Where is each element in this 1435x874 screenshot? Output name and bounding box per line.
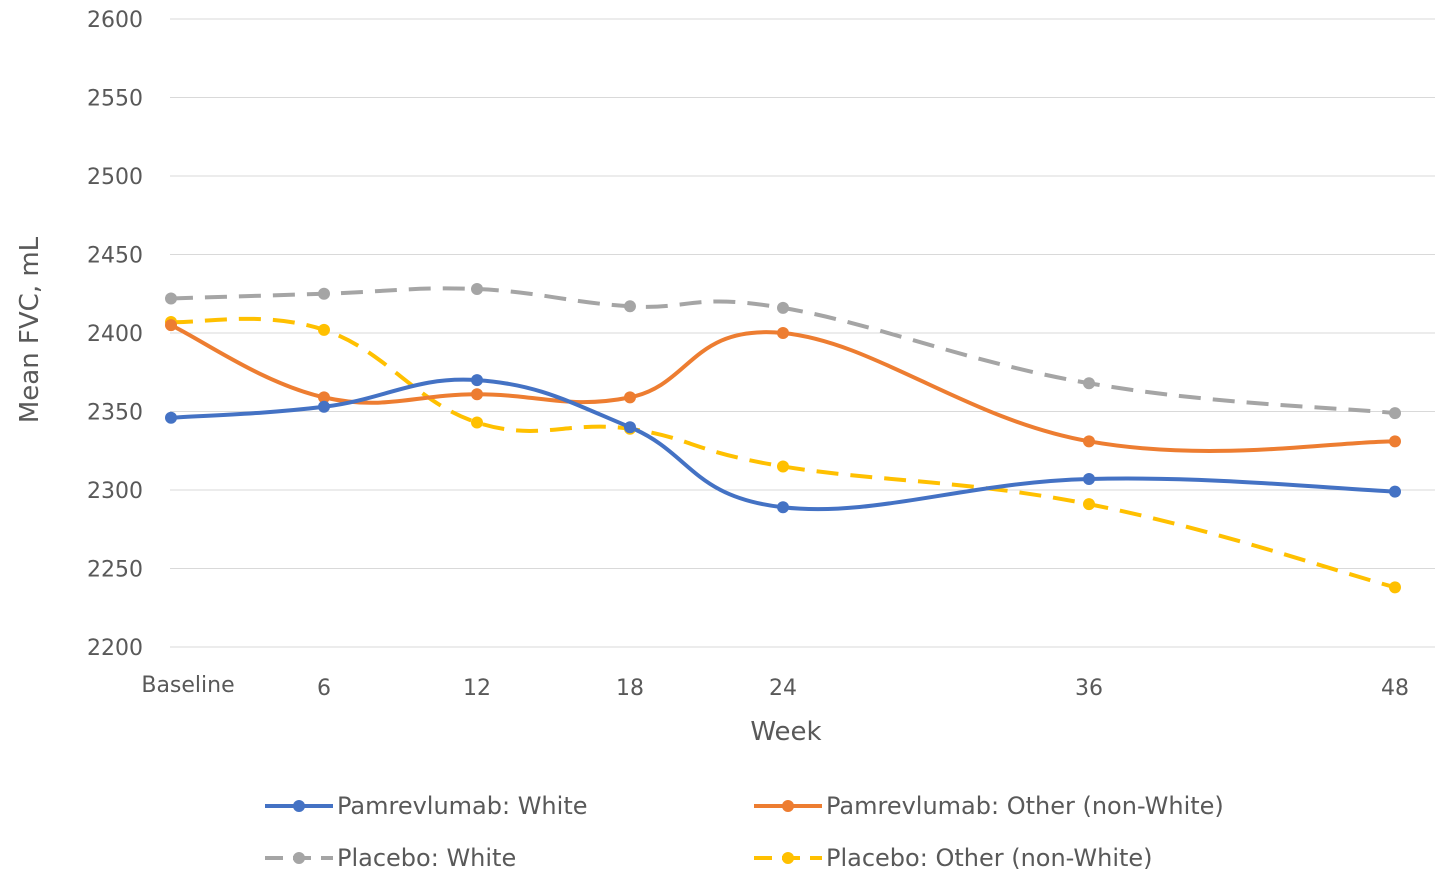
y-tick-label: 2550 xyxy=(87,87,143,112)
data-point xyxy=(777,327,789,339)
y-tick-label: 2200 xyxy=(87,636,143,661)
data-point xyxy=(1083,498,1095,511)
data-point xyxy=(318,391,330,404)
data-point xyxy=(1083,435,1095,448)
data-point xyxy=(1389,407,1401,420)
y-axis-ticks: 2200 2250 2300 2350 2400 2450 2500 2550 2600 xyxy=(87,8,143,661)
gridlines xyxy=(170,18,1435,648)
series-1 xyxy=(165,319,1401,453)
data-point xyxy=(777,501,789,514)
data-point xyxy=(1389,435,1401,448)
data-point xyxy=(777,301,789,314)
x-tick-label: 48 xyxy=(1381,676,1409,701)
x-tick-label: 12 xyxy=(463,676,491,701)
data-point xyxy=(165,292,177,305)
series-lines xyxy=(165,283,1401,594)
y-tick-label: 2500 xyxy=(87,165,143,190)
series-0 xyxy=(165,374,1401,514)
data-point xyxy=(471,416,483,429)
x-axis-title: Week xyxy=(750,717,821,747)
data-point xyxy=(624,421,636,434)
series-3 xyxy=(165,316,1401,594)
data-point xyxy=(471,374,483,387)
x-tick-label: 36 xyxy=(1075,676,1103,701)
y-tick-label: 2600 xyxy=(87,8,143,33)
y-tick-label: 2350 xyxy=(87,401,143,426)
series-line xyxy=(170,316,1396,590)
data-point xyxy=(318,400,330,413)
data-point xyxy=(318,287,330,300)
y-tick-label: 2250 xyxy=(87,558,143,583)
data-point xyxy=(471,388,483,401)
data-point xyxy=(1083,473,1095,486)
series-line xyxy=(170,286,1396,416)
x-tick-label: 6 xyxy=(317,676,331,701)
data-point xyxy=(1389,485,1401,498)
series-line xyxy=(170,377,1396,512)
series-2 xyxy=(165,283,1401,420)
x-tick-label: 24 xyxy=(769,676,797,701)
data-point xyxy=(777,460,789,473)
y-tick-label: 2450 xyxy=(87,244,143,269)
y-axis-title: Mean FVC, mL xyxy=(15,236,45,423)
data-point xyxy=(471,283,483,296)
y-tick-label: 2400 xyxy=(87,322,143,347)
x-tick-label: Baseline xyxy=(141,673,234,698)
data-point xyxy=(1083,377,1095,390)
x-tick-label: 18 xyxy=(616,676,644,701)
data-point xyxy=(624,300,636,313)
data-point xyxy=(165,319,177,332)
data-point xyxy=(165,411,177,424)
y-tick-label: 2300 xyxy=(87,479,143,504)
data-point xyxy=(318,323,330,336)
data-point xyxy=(624,391,636,404)
x-axis-ticks: Baseline 6 12 18 24 36 48 xyxy=(141,673,1409,701)
data-point xyxy=(1389,581,1401,594)
